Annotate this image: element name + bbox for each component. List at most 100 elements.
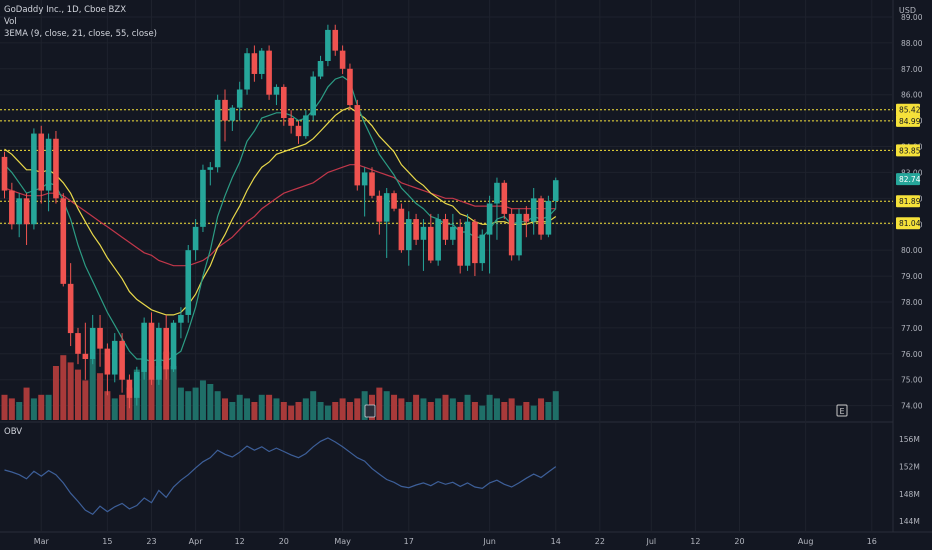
price-tick-label: 86.00 bbox=[901, 91, 923, 100]
level-price-label: 84.99 bbox=[899, 117, 921, 126]
volume-bar bbox=[8, 398, 15, 420]
candle-body bbox=[442, 219, 449, 240]
candle-body bbox=[538, 198, 544, 235]
time-tick-label: Aug bbox=[798, 537, 814, 546]
obv-line bbox=[4, 437, 557, 516]
ema-label[interactable]: 3EMA (9, close, 21, close, 55, close) bbox=[4, 29, 157, 39]
volume-label[interactable]: Vol bbox=[4, 17, 17, 27]
volume-bar bbox=[185, 391, 192, 420]
volume-bar bbox=[192, 387, 199, 420]
volume-bar bbox=[1, 394, 8, 420]
volume-bar bbox=[280, 402, 287, 420]
candle-body bbox=[288, 118, 294, 126]
price-tick-label: 80.00 bbox=[901, 246, 923, 255]
volume-bar bbox=[155, 366, 162, 420]
volume-bar bbox=[266, 394, 273, 420]
candle-body bbox=[435, 219, 441, 261]
candle-body bbox=[530, 198, 537, 222]
candle-body bbox=[31, 133, 37, 225]
candle-body bbox=[413, 219, 419, 240]
time-tick-label: 14 bbox=[551, 537, 561, 546]
price-tick-label: 74.00 bbox=[901, 402, 923, 411]
price-tick-label: 89.00 bbox=[901, 13, 923, 22]
candle-body bbox=[361, 172, 368, 186]
candle-body bbox=[325, 29, 331, 62]
level-price-label: 83.85 bbox=[899, 146, 921, 155]
volume-bar bbox=[244, 398, 251, 420]
candle-body bbox=[111, 340, 118, 375]
candle-body bbox=[148, 322, 155, 380]
volume-bar bbox=[111, 398, 118, 420]
candle-body bbox=[464, 221, 471, 266]
volume-bar bbox=[413, 394, 420, 420]
price-unit: USD bbox=[898, 6, 916, 15]
volume-bar bbox=[141, 358, 148, 420]
candle-body bbox=[347, 68, 353, 106]
time-tick-label: 22 bbox=[595, 537, 605, 546]
candle-body bbox=[545, 200, 552, 235]
volume-bar bbox=[258, 394, 265, 420]
candle-body bbox=[82, 353, 89, 359]
volume-bar bbox=[75, 369, 81, 420]
volume-bar bbox=[516, 405, 522, 420]
candle-body bbox=[479, 234, 486, 264]
volume-bar bbox=[251, 402, 258, 420]
candle-body bbox=[251, 53, 258, 74]
candle-body bbox=[236, 89, 243, 108]
volume-bar bbox=[295, 402, 302, 420]
candle-body bbox=[494, 182, 500, 204]
volume-bar bbox=[486, 394, 493, 420]
candle-body bbox=[134, 371, 140, 398]
volume-bar bbox=[479, 405, 486, 420]
obv-tick-label: 148M bbox=[899, 490, 920, 499]
volume-bar bbox=[501, 402, 508, 420]
price-tick-label: 87.00 bbox=[901, 65, 923, 74]
candle-body bbox=[104, 348, 111, 375]
volume-bar bbox=[236, 394, 243, 420]
volume-bar bbox=[310, 391, 317, 420]
volume-bar bbox=[376, 387, 383, 420]
time-tick-label: 15 bbox=[102, 537, 112, 546]
volume-bar bbox=[464, 394, 471, 420]
level-price-tag bbox=[896, 103, 920, 116]
volume-bar bbox=[332, 402, 339, 420]
volume-bar bbox=[435, 398, 442, 420]
volume-bar bbox=[89, 358, 96, 420]
volume-bar bbox=[354, 398, 361, 420]
volume-bar bbox=[67, 362, 74, 420]
level-price-label: 81.04 bbox=[899, 219, 921, 228]
obv-label[interactable]: OBV bbox=[4, 427, 23, 437]
volume-bar bbox=[420, 398, 427, 420]
candle-body bbox=[369, 172, 375, 196]
candle-body bbox=[376, 195, 383, 222]
time-tick-label: 17 bbox=[404, 537, 414, 546]
time-tick-label: 12 bbox=[235, 537, 245, 546]
price-tick-label: 75.00 bbox=[901, 376, 923, 385]
volume-bar bbox=[302, 398, 309, 420]
volume-bar bbox=[170, 366, 177, 420]
candle-body bbox=[229, 107, 236, 121]
volume-bar bbox=[214, 391, 221, 420]
candle-body bbox=[200, 169, 206, 227]
candle-body bbox=[303, 115, 309, 137]
volume-bar bbox=[442, 394, 449, 420]
level-price-label: 85.42 bbox=[899, 106, 921, 115]
volume-bar bbox=[471, 402, 478, 420]
candle-body bbox=[185, 250, 192, 315]
earnings-marker bbox=[836, 404, 848, 417]
symbol-title[interactable]: GoDaddy Inc., 1D, Cboe BZX bbox=[4, 5, 127, 15]
candle-body bbox=[457, 226, 463, 266]
candle-body bbox=[332, 29, 339, 51]
volume-bar bbox=[82, 380, 89, 420]
volume-bar bbox=[177, 387, 184, 420]
volume-bar bbox=[104, 391, 111, 420]
volume-bar bbox=[530, 405, 537, 420]
candle-body bbox=[428, 226, 434, 261]
candle-body bbox=[45, 138, 52, 191]
volume-bar bbox=[229, 402, 236, 420]
time-tick-label: Apr bbox=[189, 537, 204, 546]
volume-bar bbox=[427, 402, 434, 420]
volume-bar bbox=[317, 402, 324, 420]
candle-body bbox=[281, 86, 287, 119]
